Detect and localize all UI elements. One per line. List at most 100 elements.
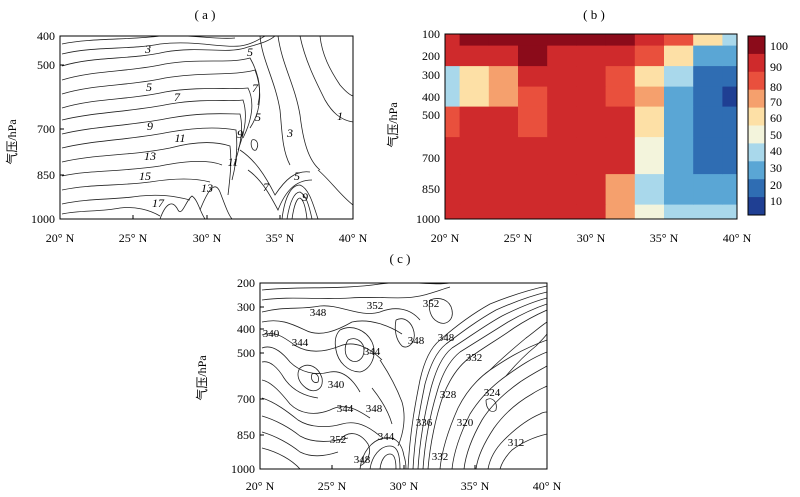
heatmap-cell <box>634 106 665 138</box>
contour-line <box>199 186 233 219</box>
contour-line <box>499 433 547 469</box>
contour-line <box>445 291 547 345</box>
contour-label: 5 <box>146 80 152 94</box>
contour-label: 13 <box>144 149 156 163</box>
contour-line <box>261 320 403 335</box>
contour-label: 5 <box>247 45 253 59</box>
heatmap-cell <box>634 204 665 219</box>
heatmap-cell <box>459 173 490 205</box>
heatmap-cell <box>605 106 636 138</box>
panel-a: ( a ) 气压/hPa <box>4 7 368 245</box>
heatmap-cell <box>518 65 548 87</box>
colorbar-swatch <box>748 161 765 180</box>
panel-a-label: ( a ) <box>195 7 216 22</box>
panel-c-x-ticks: 20° N 25° N 30° N 35° N 40° N <box>246 479 562 493</box>
contour-line <box>344 338 365 362</box>
colorbar-tick-label: 40 <box>770 144 782 158</box>
contour-line <box>259 36 291 166</box>
y-tick-label: 500 <box>237 346 255 360</box>
contour-line <box>379 359 405 447</box>
contour-line <box>291 197 308 219</box>
contour-line <box>311 373 319 383</box>
contour-line <box>505 333 547 377</box>
x-tick-label: 30° N <box>390 479 419 493</box>
heatmap-cell <box>547 136 577 175</box>
heatmap-cell <box>576 106 607 138</box>
contour-line <box>159 195 206 219</box>
x-tick-label: 25° N <box>318 479 347 493</box>
heatmap-cell <box>518 204 548 219</box>
y-tick-label: 700 <box>237 392 255 406</box>
heatmap-cell <box>605 65 636 87</box>
heatmap-cell <box>605 173 636 205</box>
contour-line <box>463 365 547 469</box>
contour-line <box>485 398 497 412</box>
contour-line <box>297 364 323 392</box>
x-tick-label: 25° N <box>504 231 533 245</box>
panel-a-y-ticks: 400 500 700 850 1000 <box>31 29 55 226</box>
heatmap-cell <box>547 86 577 107</box>
heatmap-cell <box>547 45 577 67</box>
heatmap-cell <box>445 34 461 46</box>
heatmap-cell <box>518 106 548 138</box>
heatmap-cell <box>576 173 607 205</box>
y-tick-label: 200 <box>422 49 440 63</box>
x-tick-label: 20° N <box>246 479 275 493</box>
x-tick-label: 35° N <box>461 479 490 493</box>
heatmap-cell <box>605 204 636 219</box>
contour-label: 320 <box>457 417 474 429</box>
colorbar-tick-label: 70 <box>770 95 782 109</box>
contour-line <box>451 297 547 349</box>
panel-a-contour-label-group: 3 5 5 7 7 9 9 11 11 13 13 15 17 1 3 5 5 … <box>139 42 343 210</box>
heatmap-cell <box>445 106 461 138</box>
contour-line <box>261 286 451 301</box>
heatmap-cell <box>488 86 519 107</box>
contour-label: 344 <box>378 431 395 443</box>
colorbar-tick-label: 10 <box>770 194 782 208</box>
colorbar-tick-label: 60 <box>770 111 782 125</box>
contour-line <box>61 194 191 205</box>
contour-label: 328 <box>440 389 457 401</box>
heatmap-cell <box>576 86 607 107</box>
heatmap-cell <box>488 45 519 67</box>
heatmap-cell <box>488 34 519 46</box>
heatmap-cell <box>693 45 723 67</box>
panel-c-x-tick-marks <box>331 465 476 469</box>
contour-line <box>61 36 276 67</box>
heatmap-cell <box>459 204 490 219</box>
panel-b-colorbar <box>747 35 766 216</box>
contour-label: 11 <box>174 131 185 145</box>
contour-line <box>379 453 397 469</box>
colorbar-tick-label: 50 <box>770 128 782 142</box>
contour-line <box>261 447 301 469</box>
panel-c-contour-lines <box>261 283 547 469</box>
panel-b-heatmap <box>445 34 737 219</box>
heatmap-cell <box>634 173 665 205</box>
y-tick-label: 500 <box>37 58 55 72</box>
colorbar-swatch <box>748 107 765 126</box>
contour-label: 348 <box>438 332 455 344</box>
contour-line <box>299 36 353 123</box>
heatmap-cell <box>722 65 737 87</box>
y-tick-label: 700 <box>422 151 440 165</box>
contour-line <box>261 283 451 291</box>
panel-b-label: ( b ) <box>583 7 605 22</box>
contour-line <box>371 387 393 425</box>
contour-line <box>439 339 547 469</box>
y-tick-label: 700 <box>37 122 55 136</box>
heatmap-cell <box>459 106 490 138</box>
contour-line <box>439 285 547 341</box>
panel-c-y-tick-marks <box>260 306 264 436</box>
heatmap-cell <box>693 136 723 175</box>
panel-a-x-ticks: 20° N 25° N 30° N 35° N 40° N <box>46 231 368 245</box>
heatmap-cell <box>693 204 723 219</box>
heatmap-cell <box>605 136 636 175</box>
contour-line <box>61 178 211 191</box>
heatmap-cell <box>722 173 737 205</box>
heatmap-cell <box>664 173 694 205</box>
contour-line <box>61 160 223 177</box>
y-tick-label: 400 <box>422 90 440 104</box>
contour-label: 344 <box>364 346 381 358</box>
x-tick-label: 30° N <box>193 231 222 245</box>
